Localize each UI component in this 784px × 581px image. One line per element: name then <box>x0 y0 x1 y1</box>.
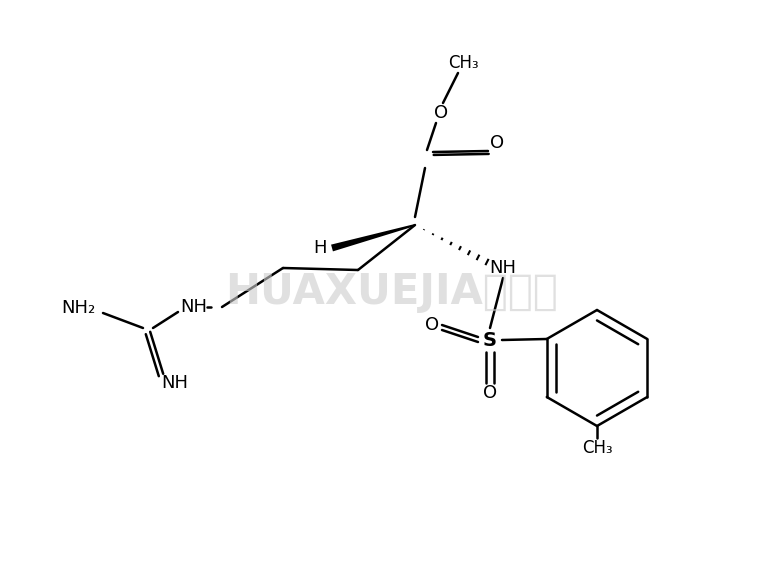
Text: O: O <box>490 134 504 152</box>
Text: S: S <box>483 331 497 350</box>
Text: O: O <box>483 384 497 402</box>
Text: NH₂: NH₂ <box>60 299 95 317</box>
Text: H: H <box>314 239 327 257</box>
Text: NH: NH <box>162 374 188 392</box>
Text: O: O <box>425 316 439 334</box>
Text: NH: NH <box>180 298 208 316</box>
Polygon shape <box>331 224 416 252</box>
Text: NH: NH <box>489 259 517 277</box>
Text: HUAXUEJIA化学加: HUAXUEJIA化学加 <box>226 271 558 313</box>
Text: O: O <box>434 104 448 122</box>
Text: CH₃: CH₃ <box>582 439 612 457</box>
Text: CH₃: CH₃ <box>448 54 478 72</box>
